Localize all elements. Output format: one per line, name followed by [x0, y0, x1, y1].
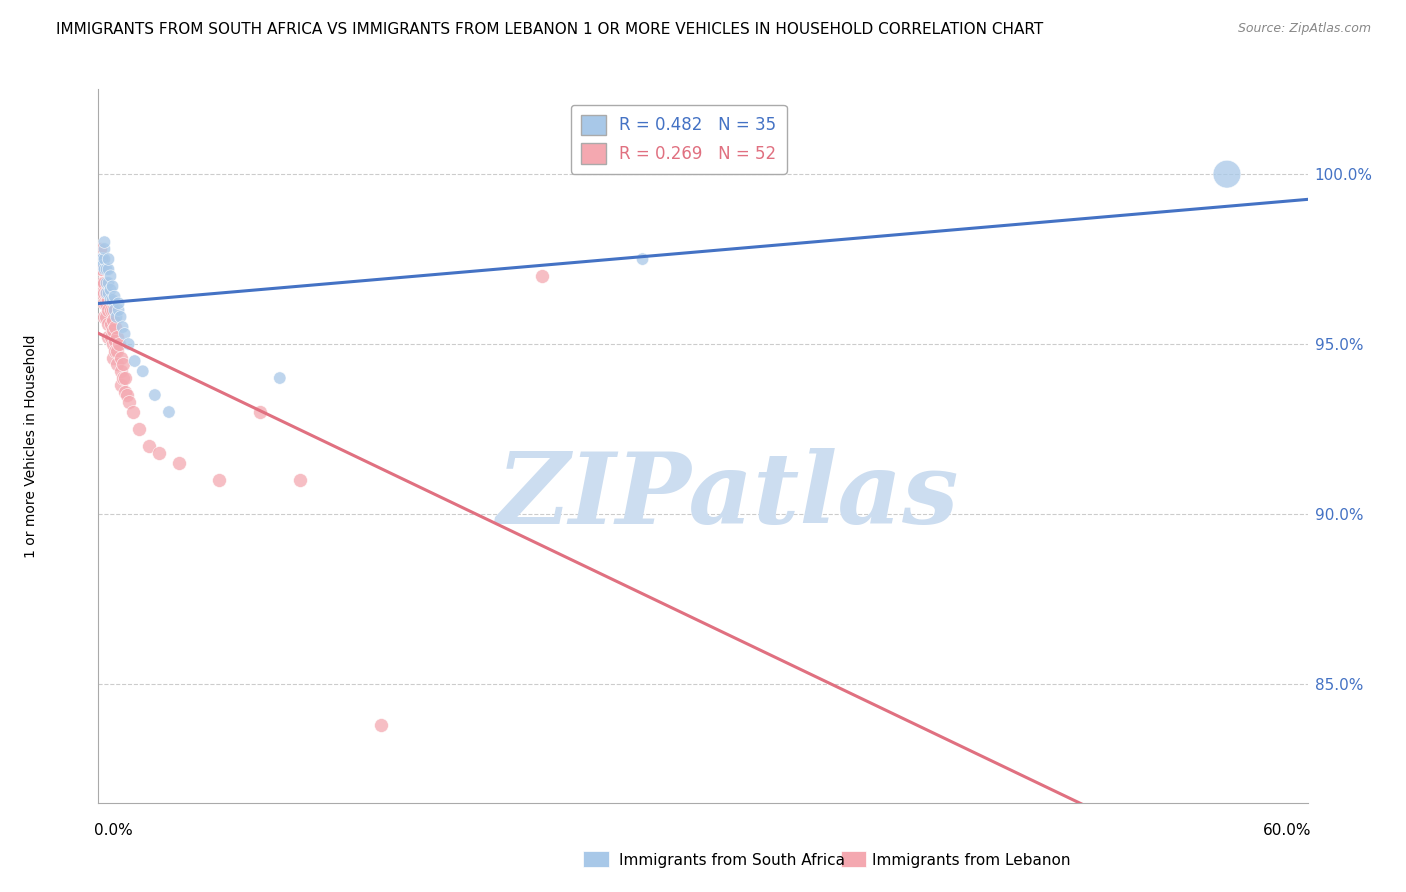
Point: [96, 262, 118, 277]
Point: [93, 242, 115, 256]
Point: [101, 293, 124, 307]
Point: [107, 337, 129, 351]
Point: [97, 317, 120, 331]
Point: [97, 252, 120, 266]
Point: [148, 446, 170, 460]
Point: [91, 259, 114, 273]
Point: [103, 289, 125, 303]
Point: [530, 269, 553, 284]
Point: [157, 405, 180, 419]
Point: [93, 276, 115, 290]
Text: Immigrants from Lebanon: Immigrants from Lebanon: [872, 854, 1070, 868]
Point: [167, 456, 190, 470]
Point: [114, 384, 136, 399]
Point: [97, 293, 120, 307]
Point: [100, 303, 122, 318]
Point: [110, 351, 132, 365]
Point: [100, 330, 122, 344]
Point: [128, 422, 150, 436]
Point: [107, 303, 129, 318]
Point: [101, 303, 124, 318]
Text: IMMIGRANTS FROM SOUTH AFRICA VS IMMIGRANTS FROM LEBANON 1 OR MORE VEHICLES IN HO: IMMIGRANTS FROM SOUTH AFRICA VS IMMIGRAN…: [56, 22, 1043, 37]
Point: [105, 358, 128, 372]
Text: ZIPatlas: ZIPatlas: [496, 448, 959, 544]
Point: [89, 252, 111, 266]
Point: [103, 320, 125, 334]
Point: [121, 405, 143, 419]
Point: [93, 252, 115, 266]
Text: 60.0%: 60.0%: [1263, 823, 1312, 838]
Point: [93, 235, 115, 249]
Point: [93, 262, 115, 277]
Point: [631, 252, 654, 266]
Point: [143, 388, 166, 402]
Text: Source: ZipAtlas.com: Source: ZipAtlas.com: [1237, 22, 1371, 36]
Point: [100, 283, 122, 297]
Point: [208, 473, 231, 487]
Point: [96, 276, 118, 290]
Point: [105, 330, 128, 344]
Point: [89, 252, 111, 266]
Point: [105, 343, 128, 358]
Text: Immigrants from South Africa: Immigrants from South Africa: [619, 854, 845, 868]
Point: [101, 313, 124, 327]
Point: [110, 364, 132, 378]
Point: [103, 334, 125, 348]
Point: [96, 286, 118, 301]
Point: [93, 310, 115, 324]
Point: [110, 310, 132, 324]
Point: [93, 296, 115, 310]
Point: [111, 320, 134, 334]
FancyBboxPatch shape: [583, 851, 609, 867]
Point: [105, 310, 128, 324]
Point: [132, 364, 155, 378]
Point: [111, 371, 134, 385]
Point: [91, 252, 114, 266]
Point: [91, 276, 114, 290]
Point: [91, 286, 114, 301]
Point: [107, 296, 129, 310]
Point: [288, 473, 311, 487]
Point: [138, 439, 160, 453]
Point: [91, 252, 114, 266]
Point: [370, 717, 392, 731]
Point: [118, 337, 141, 351]
Point: [111, 358, 134, 372]
Point: [115, 388, 138, 402]
Point: [89, 242, 111, 256]
Point: [1216, 167, 1239, 181]
Point: [96, 286, 118, 301]
Point: [249, 405, 271, 419]
FancyBboxPatch shape: [841, 851, 866, 867]
Point: [100, 293, 122, 307]
Point: [101, 351, 124, 365]
Point: [100, 317, 122, 331]
Point: [97, 276, 120, 290]
Point: [118, 394, 141, 409]
Point: [101, 337, 124, 351]
Legend: R = 0.482   N = 35, R = 0.269   N = 52: R = 0.482 N = 35, R = 0.269 N = 52: [571, 104, 786, 174]
Point: [101, 323, 124, 337]
Text: 0.0%: 0.0%: [94, 823, 134, 838]
Point: [97, 286, 120, 301]
Point: [100, 269, 122, 284]
Point: [124, 354, 146, 368]
Point: [101, 279, 124, 293]
Point: [269, 371, 291, 385]
Point: [91, 262, 114, 277]
Point: [114, 371, 136, 385]
Text: 1 or more Vehicles in Household: 1 or more Vehicles in Household: [24, 334, 38, 558]
Point: [96, 310, 118, 324]
Point: [93, 286, 115, 301]
Point: [103, 343, 125, 358]
Point: [97, 303, 120, 318]
Point: [97, 330, 120, 344]
Point: [110, 377, 132, 392]
Point: [96, 296, 118, 310]
Point: [97, 262, 120, 277]
Point: [89, 262, 111, 277]
Point: [103, 303, 125, 318]
Point: [114, 326, 136, 341]
